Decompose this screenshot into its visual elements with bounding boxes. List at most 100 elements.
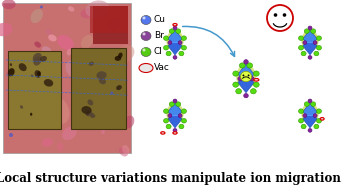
Ellipse shape xyxy=(40,56,47,62)
Ellipse shape xyxy=(253,71,259,76)
Ellipse shape xyxy=(81,35,93,49)
Text: Cl: Cl xyxy=(154,47,163,57)
Ellipse shape xyxy=(37,71,41,76)
Ellipse shape xyxy=(62,126,77,140)
Ellipse shape xyxy=(99,78,106,84)
Bar xyxy=(242,78,250,79)
Circle shape xyxy=(248,74,250,76)
Ellipse shape xyxy=(299,119,304,123)
Circle shape xyxy=(267,5,293,31)
Ellipse shape xyxy=(182,109,186,113)
Ellipse shape xyxy=(10,63,12,66)
Ellipse shape xyxy=(118,53,123,58)
Bar xyxy=(8,51,61,129)
Ellipse shape xyxy=(236,89,241,94)
Ellipse shape xyxy=(22,71,43,99)
Ellipse shape xyxy=(80,9,94,18)
Text: Br: Br xyxy=(154,32,164,40)
Ellipse shape xyxy=(44,79,53,87)
Ellipse shape xyxy=(57,35,74,50)
Ellipse shape xyxy=(173,23,177,26)
Polygon shape xyxy=(168,30,182,43)
Ellipse shape xyxy=(141,47,151,57)
Ellipse shape xyxy=(34,57,41,66)
Ellipse shape xyxy=(31,74,34,77)
Ellipse shape xyxy=(50,98,69,124)
Ellipse shape xyxy=(43,95,53,108)
Ellipse shape xyxy=(173,129,177,132)
Ellipse shape xyxy=(124,116,134,129)
Ellipse shape xyxy=(163,46,169,50)
Ellipse shape xyxy=(139,64,153,73)
Ellipse shape xyxy=(316,46,321,50)
Ellipse shape xyxy=(30,113,32,116)
Circle shape xyxy=(9,133,13,137)
Ellipse shape xyxy=(173,56,177,59)
Ellipse shape xyxy=(244,60,248,64)
Ellipse shape xyxy=(308,56,312,59)
Ellipse shape xyxy=(163,36,169,40)
Ellipse shape xyxy=(161,132,165,134)
Ellipse shape xyxy=(41,109,48,119)
Ellipse shape xyxy=(247,63,253,68)
Ellipse shape xyxy=(239,63,245,68)
Text: Cu: Cu xyxy=(154,15,166,25)
Ellipse shape xyxy=(254,79,259,81)
Ellipse shape xyxy=(311,102,316,106)
Ellipse shape xyxy=(302,104,318,124)
Circle shape xyxy=(143,33,145,36)
Circle shape xyxy=(242,74,244,76)
Ellipse shape xyxy=(301,124,306,129)
Ellipse shape xyxy=(182,119,186,123)
Ellipse shape xyxy=(91,114,95,118)
Circle shape xyxy=(143,16,145,19)
Ellipse shape xyxy=(87,62,108,91)
Ellipse shape xyxy=(233,71,239,76)
Ellipse shape xyxy=(101,129,105,134)
Ellipse shape xyxy=(81,106,92,114)
Ellipse shape xyxy=(240,71,251,82)
Ellipse shape xyxy=(2,0,16,9)
Ellipse shape xyxy=(20,105,23,109)
Ellipse shape xyxy=(299,109,304,113)
Bar xyxy=(71,48,126,129)
Ellipse shape xyxy=(314,51,319,56)
Ellipse shape xyxy=(303,114,307,118)
Bar xyxy=(3,3,131,153)
Ellipse shape xyxy=(308,129,312,132)
Ellipse shape xyxy=(316,109,321,113)
Ellipse shape xyxy=(141,15,151,25)
Circle shape xyxy=(110,91,113,94)
Polygon shape xyxy=(303,116,317,128)
Ellipse shape xyxy=(119,147,128,156)
Bar xyxy=(307,115,313,116)
Ellipse shape xyxy=(173,99,177,103)
Polygon shape xyxy=(168,116,182,128)
Text: Local structure variations manipulate ion migration.: Local structure variations manipulate io… xyxy=(0,172,342,185)
Ellipse shape xyxy=(303,41,307,45)
Polygon shape xyxy=(168,43,182,55)
Ellipse shape xyxy=(167,31,183,51)
Ellipse shape xyxy=(86,0,109,18)
Ellipse shape xyxy=(313,114,317,118)
Bar xyxy=(307,42,313,43)
Ellipse shape xyxy=(115,56,121,61)
Ellipse shape xyxy=(90,113,94,116)
Ellipse shape xyxy=(0,23,12,36)
Ellipse shape xyxy=(178,41,182,45)
Ellipse shape xyxy=(85,110,92,116)
Ellipse shape xyxy=(173,132,177,134)
Ellipse shape xyxy=(237,65,255,88)
Ellipse shape xyxy=(179,51,184,56)
Ellipse shape xyxy=(253,82,259,87)
Polygon shape xyxy=(303,43,317,55)
Ellipse shape xyxy=(250,77,254,81)
Ellipse shape xyxy=(299,46,304,50)
Ellipse shape xyxy=(176,29,181,33)
Ellipse shape xyxy=(178,114,182,118)
Ellipse shape xyxy=(316,119,321,123)
Ellipse shape xyxy=(23,119,37,131)
Ellipse shape xyxy=(27,67,39,75)
Bar xyxy=(172,115,178,116)
Ellipse shape xyxy=(304,29,309,33)
